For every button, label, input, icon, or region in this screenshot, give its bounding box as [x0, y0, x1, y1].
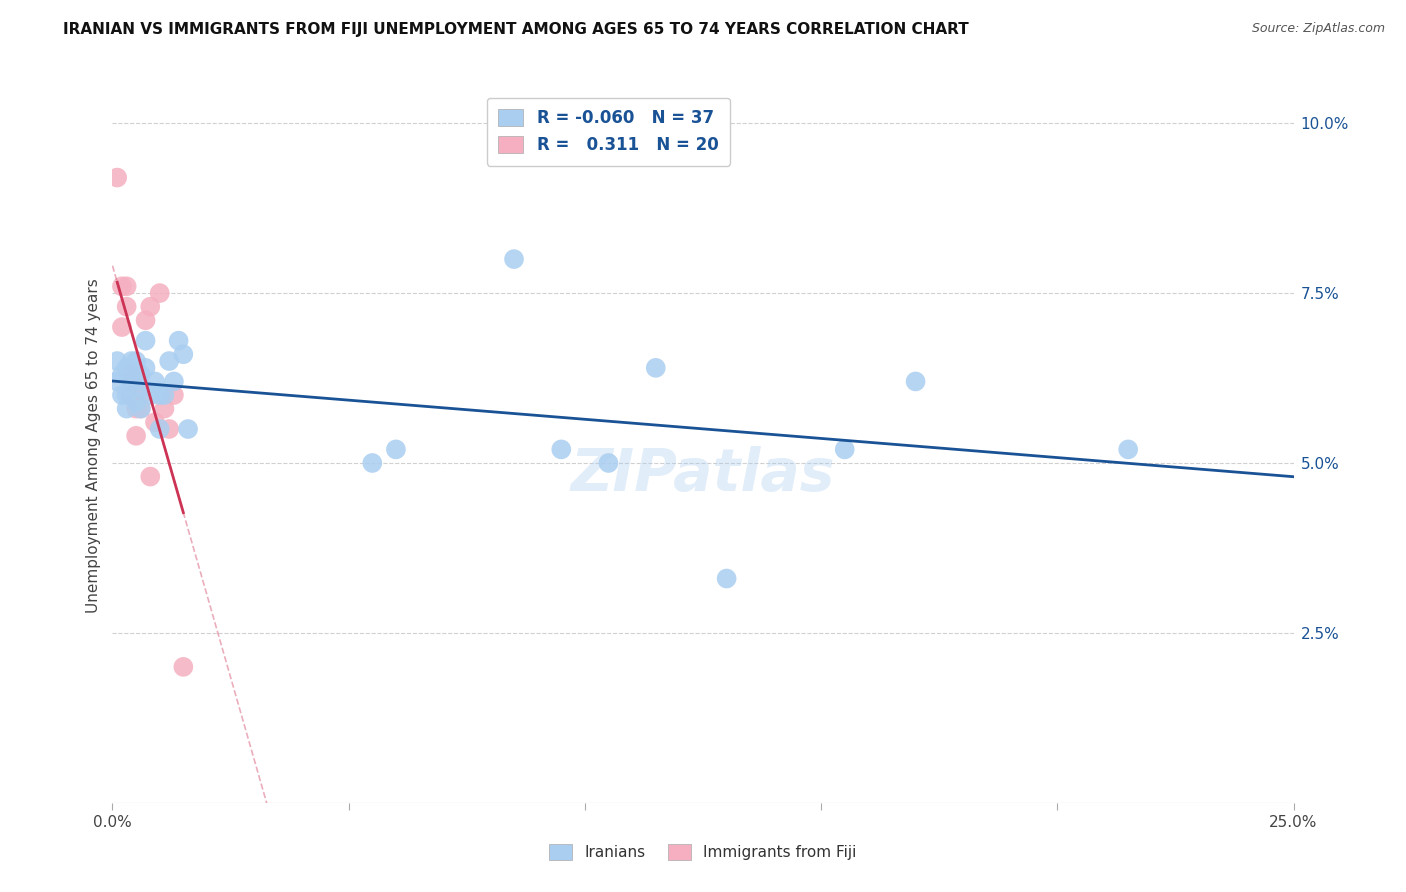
- Point: [163, 388, 186, 402]
- Point: [716, 572, 738, 586]
- Point: [172, 660, 194, 674]
- Point: [163, 375, 186, 389]
- Point: [111, 388, 134, 402]
- Point: [129, 381, 152, 395]
- Point: [385, 442, 408, 457]
- Legend: Iranians, Immigrants from Fiji: Iranians, Immigrants from Fiji: [543, 838, 863, 866]
- Point: [129, 388, 152, 402]
- Text: IRANIAN VS IMMIGRANTS FROM FIJI UNEMPLOYMENT AMONG AGES 65 TO 74 YEARS CORRELATI: IRANIAN VS IMMIGRANTS FROM FIJI UNEMPLOY…: [63, 22, 969, 37]
- Point: [139, 469, 162, 483]
- Point: [598, 456, 620, 470]
- Point: [129, 401, 152, 416]
- Point: [105, 170, 128, 185]
- Point: [120, 354, 142, 368]
- Point: [111, 279, 134, 293]
- Point: [644, 360, 666, 375]
- Point: [157, 354, 180, 368]
- Point: [129, 368, 152, 382]
- Point: [149, 422, 172, 436]
- Point: [125, 394, 148, 409]
- Point: [120, 375, 142, 389]
- Point: [550, 442, 572, 457]
- Point: [177, 422, 200, 436]
- Point: [135, 313, 157, 327]
- Point: [115, 388, 138, 402]
- Point: [125, 429, 148, 443]
- Point: [143, 415, 166, 429]
- Y-axis label: Unemployment Among Ages 65 to 74 years: Unemployment Among Ages 65 to 74 years: [86, 278, 101, 614]
- Point: [503, 252, 526, 266]
- Point: [105, 354, 128, 368]
- Point: [115, 360, 138, 375]
- Point: [115, 401, 138, 416]
- Point: [157, 422, 180, 436]
- Point: [120, 368, 142, 382]
- Point: [904, 375, 927, 389]
- Point: [120, 388, 142, 402]
- Point: [125, 354, 148, 368]
- Point: [115, 279, 138, 293]
- Point: [135, 360, 157, 375]
- Point: [125, 401, 148, 416]
- Text: Source: ZipAtlas.com: Source: ZipAtlas.com: [1251, 22, 1385, 36]
- Point: [153, 388, 176, 402]
- Point: [111, 320, 134, 334]
- Point: [139, 388, 162, 402]
- Point: [167, 334, 190, 348]
- Point: [129, 401, 152, 416]
- Point: [834, 442, 856, 457]
- Point: [115, 300, 138, 314]
- Point: [361, 456, 384, 470]
- Point: [111, 368, 134, 382]
- Point: [1116, 442, 1139, 457]
- Point: [153, 401, 176, 416]
- Point: [172, 347, 194, 361]
- Point: [135, 334, 157, 348]
- Text: ZIPatlas: ZIPatlas: [571, 446, 835, 503]
- Point: [125, 375, 148, 389]
- Point: [143, 375, 166, 389]
- Point: [139, 300, 162, 314]
- Point: [105, 375, 128, 389]
- Point: [149, 388, 172, 402]
- Point: [149, 286, 172, 301]
